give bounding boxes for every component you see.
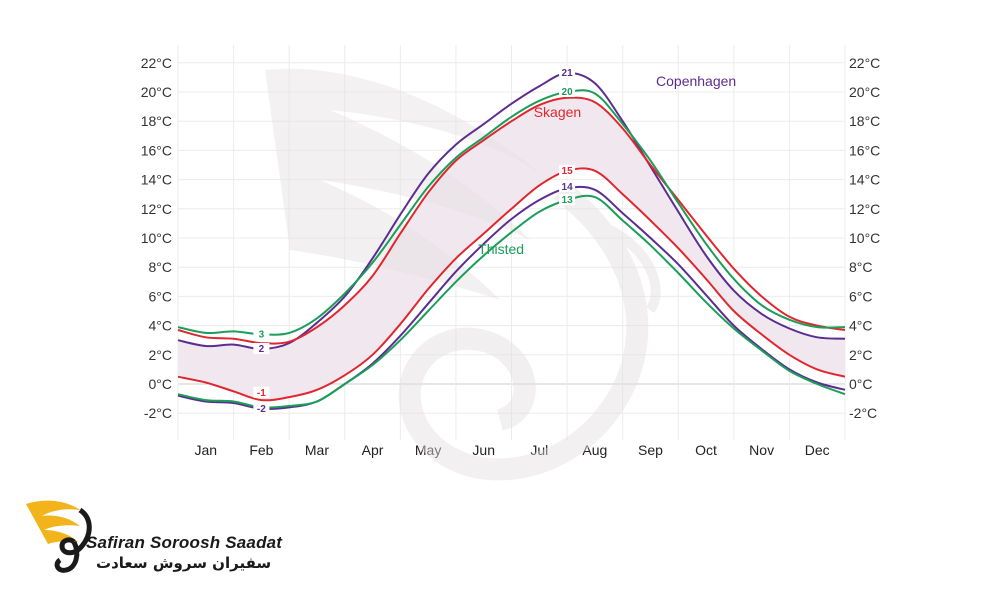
y-tick-label-left: 22°C (141, 55, 172, 71)
series-line-thisted-max (177, 89, 846, 336)
watermark-logo (265, 68, 661, 481)
series-line-skagen-max (177, 96, 846, 345)
series-line-copenhagen-min (177, 185, 846, 411)
data-label-bg (559, 164, 576, 176)
x-tick-label: Jul (530, 442, 548, 458)
data-label: -2 (257, 404, 266, 415)
brand-name-fa: سفیران سروش سعادت (96, 554, 272, 572)
data-label: 13 (562, 195, 574, 206)
series-label-thisted: Thisted (478, 241, 524, 257)
x-tick-label: Jun (472, 442, 495, 458)
y-tick-label-right: 2°C (849, 347, 873, 363)
y-tick-label-left: 18°C (141, 113, 172, 129)
x-tick-label: Apr (362, 442, 384, 458)
x-tick-label: Nov (749, 442, 774, 458)
y-tick-label-left: 10°C (141, 230, 172, 246)
x-tick-label: Mar (305, 442, 329, 458)
y-tick-label-left: 2°C (149, 347, 173, 363)
data-label-bg (253, 342, 270, 354)
y-tick-label-right: 8°C (849, 259, 873, 275)
y-tick-label-left: 0°C (149, 376, 173, 392)
y-tick-label-right: 20°C (849, 84, 880, 100)
y-tick-label-left: 6°C (149, 288, 173, 304)
swan-icon (59, 507, 92, 556)
series-label-skagen: Skagen (534, 104, 581, 120)
x-tick-label: Oct (695, 442, 717, 458)
data-label: 3 (259, 329, 265, 340)
series-lines (177, 71, 846, 411)
y-tick-label-left: 4°C (149, 318, 173, 334)
temperature-range-band (178, 97, 845, 401)
y-tick-label-right: 4°C (849, 318, 873, 334)
y-tick-label-right: 18°C (849, 113, 880, 129)
data-label: 15 (562, 166, 574, 177)
y-tick-label-right: -2°C (849, 405, 877, 421)
wing-icon (26, 500, 80, 544)
data-label-bg (559, 86, 576, 97)
series-label-copenhagen: Copenhagen (656, 73, 736, 89)
data-label: -1 (257, 388, 266, 399)
y-tick-label-left: 12°C (141, 201, 172, 217)
data-label: 2 (259, 344, 265, 355)
y-tick-label-right: 6°C (849, 288, 873, 304)
x-tick-label: Feb (249, 442, 273, 458)
data-label: 14 (562, 182, 574, 193)
y-tick-label-left: -2°C (144, 405, 172, 421)
data-label-bg (253, 328, 270, 340)
y-tick-label-right: 10°C (849, 230, 880, 246)
y-tick-label-right: 0°C (849, 376, 873, 392)
y-tick-label-right: 14°C (849, 172, 880, 188)
y-tick-label-left: 16°C (141, 142, 172, 158)
y-tick-label-left: 14°C (141, 172, 172, 188)
y-tick-label-right: 22°C (849, 55, 880, 71)
x-tick-label: Dec (805, 442, 830, 458)
x-tick-label: Aug (582, 442, 607, 458)
x-tick-label: Jan (195, 442, 218, 458)
y-tick-label-right: 16°C (849, 142, 880, 158)
data-label: 20 (562, 87, 574, 98)
data-label: 21 (562, 68, 574, 79)
data-label-bg (253, 386, 270, 398)
x-tick-label: May (415, 442, 441, 458)
brand-logo (26, 500, 92, 573)
y-tick-label-right: 12°C (849, 201, 880, 217)
data-label-bg (559, 180, 576, 192)
data-label-bg (559, 67, 576, 79)
series-line-skagen-min (177, 167, 846, 402)
series-line-copenhagen-max (177, 71, 846, 351)
brand-name-en: Safiran Soroosh Saadat (86, 533, 283, 552)
data-label-bg (559, 194, 576, 206)
series-line-thisted-min (177, 194, 846, 409)
chart-labels: 3 2 -1 -2 21 20 15 14 13 Copenhagen Skagen Thisted (253, 67, 736, 415)
x-tick-label: Sep (638, 442, 663, 458)
y-tick-label-left: 20°C (141, 84, 172, 100)
data-label-bg (253, 402, 270, 414)
y-tick-label-left: 8°C (149, 259, 173, 275)
